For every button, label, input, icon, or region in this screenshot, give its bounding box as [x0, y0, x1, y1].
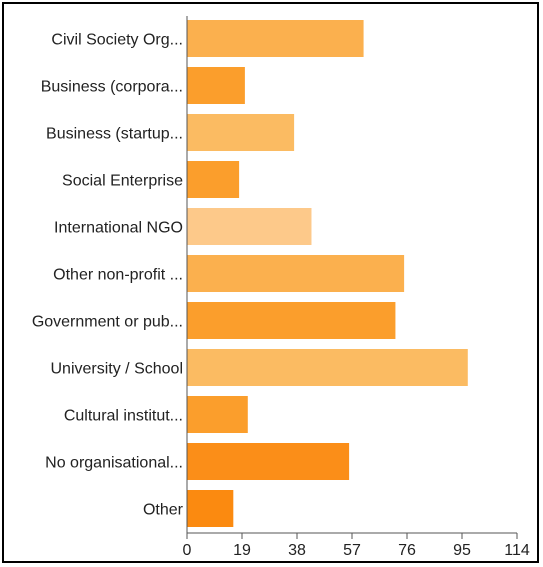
- bar-1: [187, 67, 245, 104]
- category-label-7: University / School: [51, 361, 184, 378]
- category-label-8: Cultural institut...: [64, 408, 183, 425]
- bar-4: [187, 208, 312, 245]
- bar-8: [187, 396, 248, 433]
- bar-9: [187, 443, 350, 480]
- x-tick-label-4: 76: [398, 542, 416, 559]
- bar-0: [187, 20, 364, 57]
- category-labels: Civil Society Org... Business (corpora...…: [32, 32, 184, 519]
- bar-6: [187, 302, 396, 339]
- category-label-2: Business (startup...: [46, 126, 183, 143]
- x-tick-label-2: 38: [288, 542, 306, 559]
- x-tick-label-1: 19: [233, 542, 251, 559]
- category-label-4: International NGO: [54, 220, 183, 237]
- bars-group: [187, 20, 468, 527]
- category-label-3: Social Enterprise: [62, 173, 183, 190]
- category-label-10: Other: [143, 502, 184, 519]
- x-axis-ticks: 0 19 38 57 76 95 114: [183, 533, 530, 559]
- category-label-9: No organisational...: [45, 455, 183, 472]
- x-tick-label-3: 57: [343, 542, 361, 559]
- x-tick-label-6: 114: [504, 542, 530, 559]
- category-label-0: Civil Society Org...: [51, 32, 183, 49]
- bar-3: [187, 161, 240, 198]
- bar-2: [187, 114, 295, 151]
- bar-7: [187, 349, 468, 386]
- x-tick-label-0: 0: [183, 542, 192, 559]
- x-tick-label-5: 95: [453, 542, 471, 559]
- bar-5: [187, 255, 405, 292]
- category-label-1: Business (corpora...: [41, 79, 183, 96]
- category-label-5: Other non-profit ...: [53, 267, 183, 284]
- category-label-6: Government or pub...: [32, 314, 183, 331]
- bar-10: [187, 490, 234, 527]
